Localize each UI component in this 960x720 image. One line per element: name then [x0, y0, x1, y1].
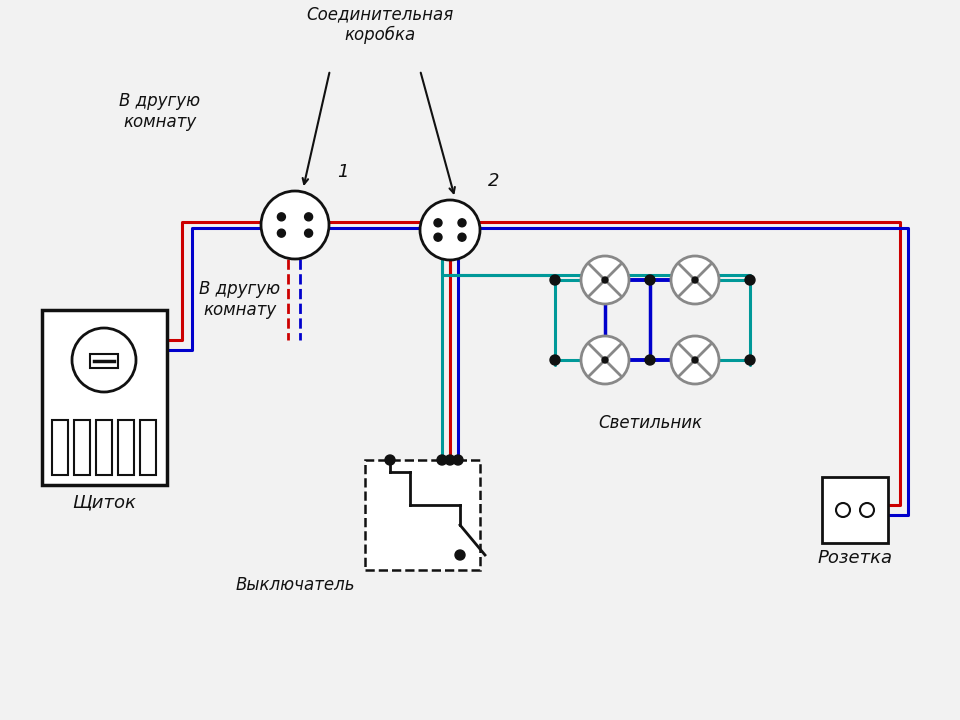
- Text: 1: 1: [337, 163, 348, 181]
- Circle shape: [434, 233, 442, 241]
- Circle shape: [550, 275, 560, 285]
- Bar: [140, 420, 156, 475]
- Bar: [74, 420, 90, 475]
- Text: В другую
комнату: В другую комнату: [200, 280, 280, 319]
- Bar: [90, 354, 118, 368]
- Text: Выключатель: Выключатель: [235, 576, 355, 594]
- Circle shape: [385, 455, 395, 465]
- Circle shape: [261, 191, 329, 259]
- Bar: [42, 310, 167, 485]
- Text: 2: 2: [488, 172, 499, 190]
- Text: В другую
комнату: В другую комнату: [119, 92, 201, 131]
- Bar: [118, 420, 134, 475]
- Circle shape: [692, 357, 698, 363]
- Circle shape: [645, 275, 655, 285]
- Circle shape: [434, 219, 442, 227]
- Circle shape: [437, 455, 447, 465]
- Circle shape: [836, 503, 850, 517]
- Circle shape: [455, 550, 465, 560]
- Text: Светильник: Светильник: [598, 414, 702, 432]
- Circle shape: [645, 355, 655, 365]
- Text: Соединительная
коробка: Соединительная коробка: [306, 5, 454, 44]
- Circle shape: [277, 229, 285, 237]
- Circle shape: [671, 256, 719, 304]
- Circle shape: [72, 328, 136, 392]
- Circle shape: [692, 277, 698, 283]
- Circle shape: [453, 455, 463, 465]
- Text: Щиток: Щиток: [72, 493, 136, 511]
- Circle shape: [445, 455, 455, 465]
- Circle shape: [745, 355, 755, 365]
- Circle shape: [550, 355, 560, 365]
- Circle shape: [860, 503, 874, 517]
- Circle shape: [602, 277, 608, 283]
- Circle shape: [581, 336, 629, 384]
- Circle shape: [420, 200, 480, 260]
- Bar: [822, 477, 888, 543]
- Circle shape: [671, 336, 719, 384]
- Circle shape: [745, 275, 755, 285]
- Circle shape: [581, 256, 629, 304]
- Circle shape: [304, 229, 313, 237]
- Bar: [52, 420, 68, 475]
- Circle shape: [304, 213, 313, 221]
- Circle shape: [602, 357, 608, 363]
- Bar: [96, 420, 112, 475]
- Circle shape: [458, 219, 466, 227]
- Circle shape: [277, 213, 285, 221]
- Text: Розетка: Розетка: [818, 549, 893, 567]
- Circle shape: [458, 233, 466, 241]
- Bar: [365, 460, 480, 570]
